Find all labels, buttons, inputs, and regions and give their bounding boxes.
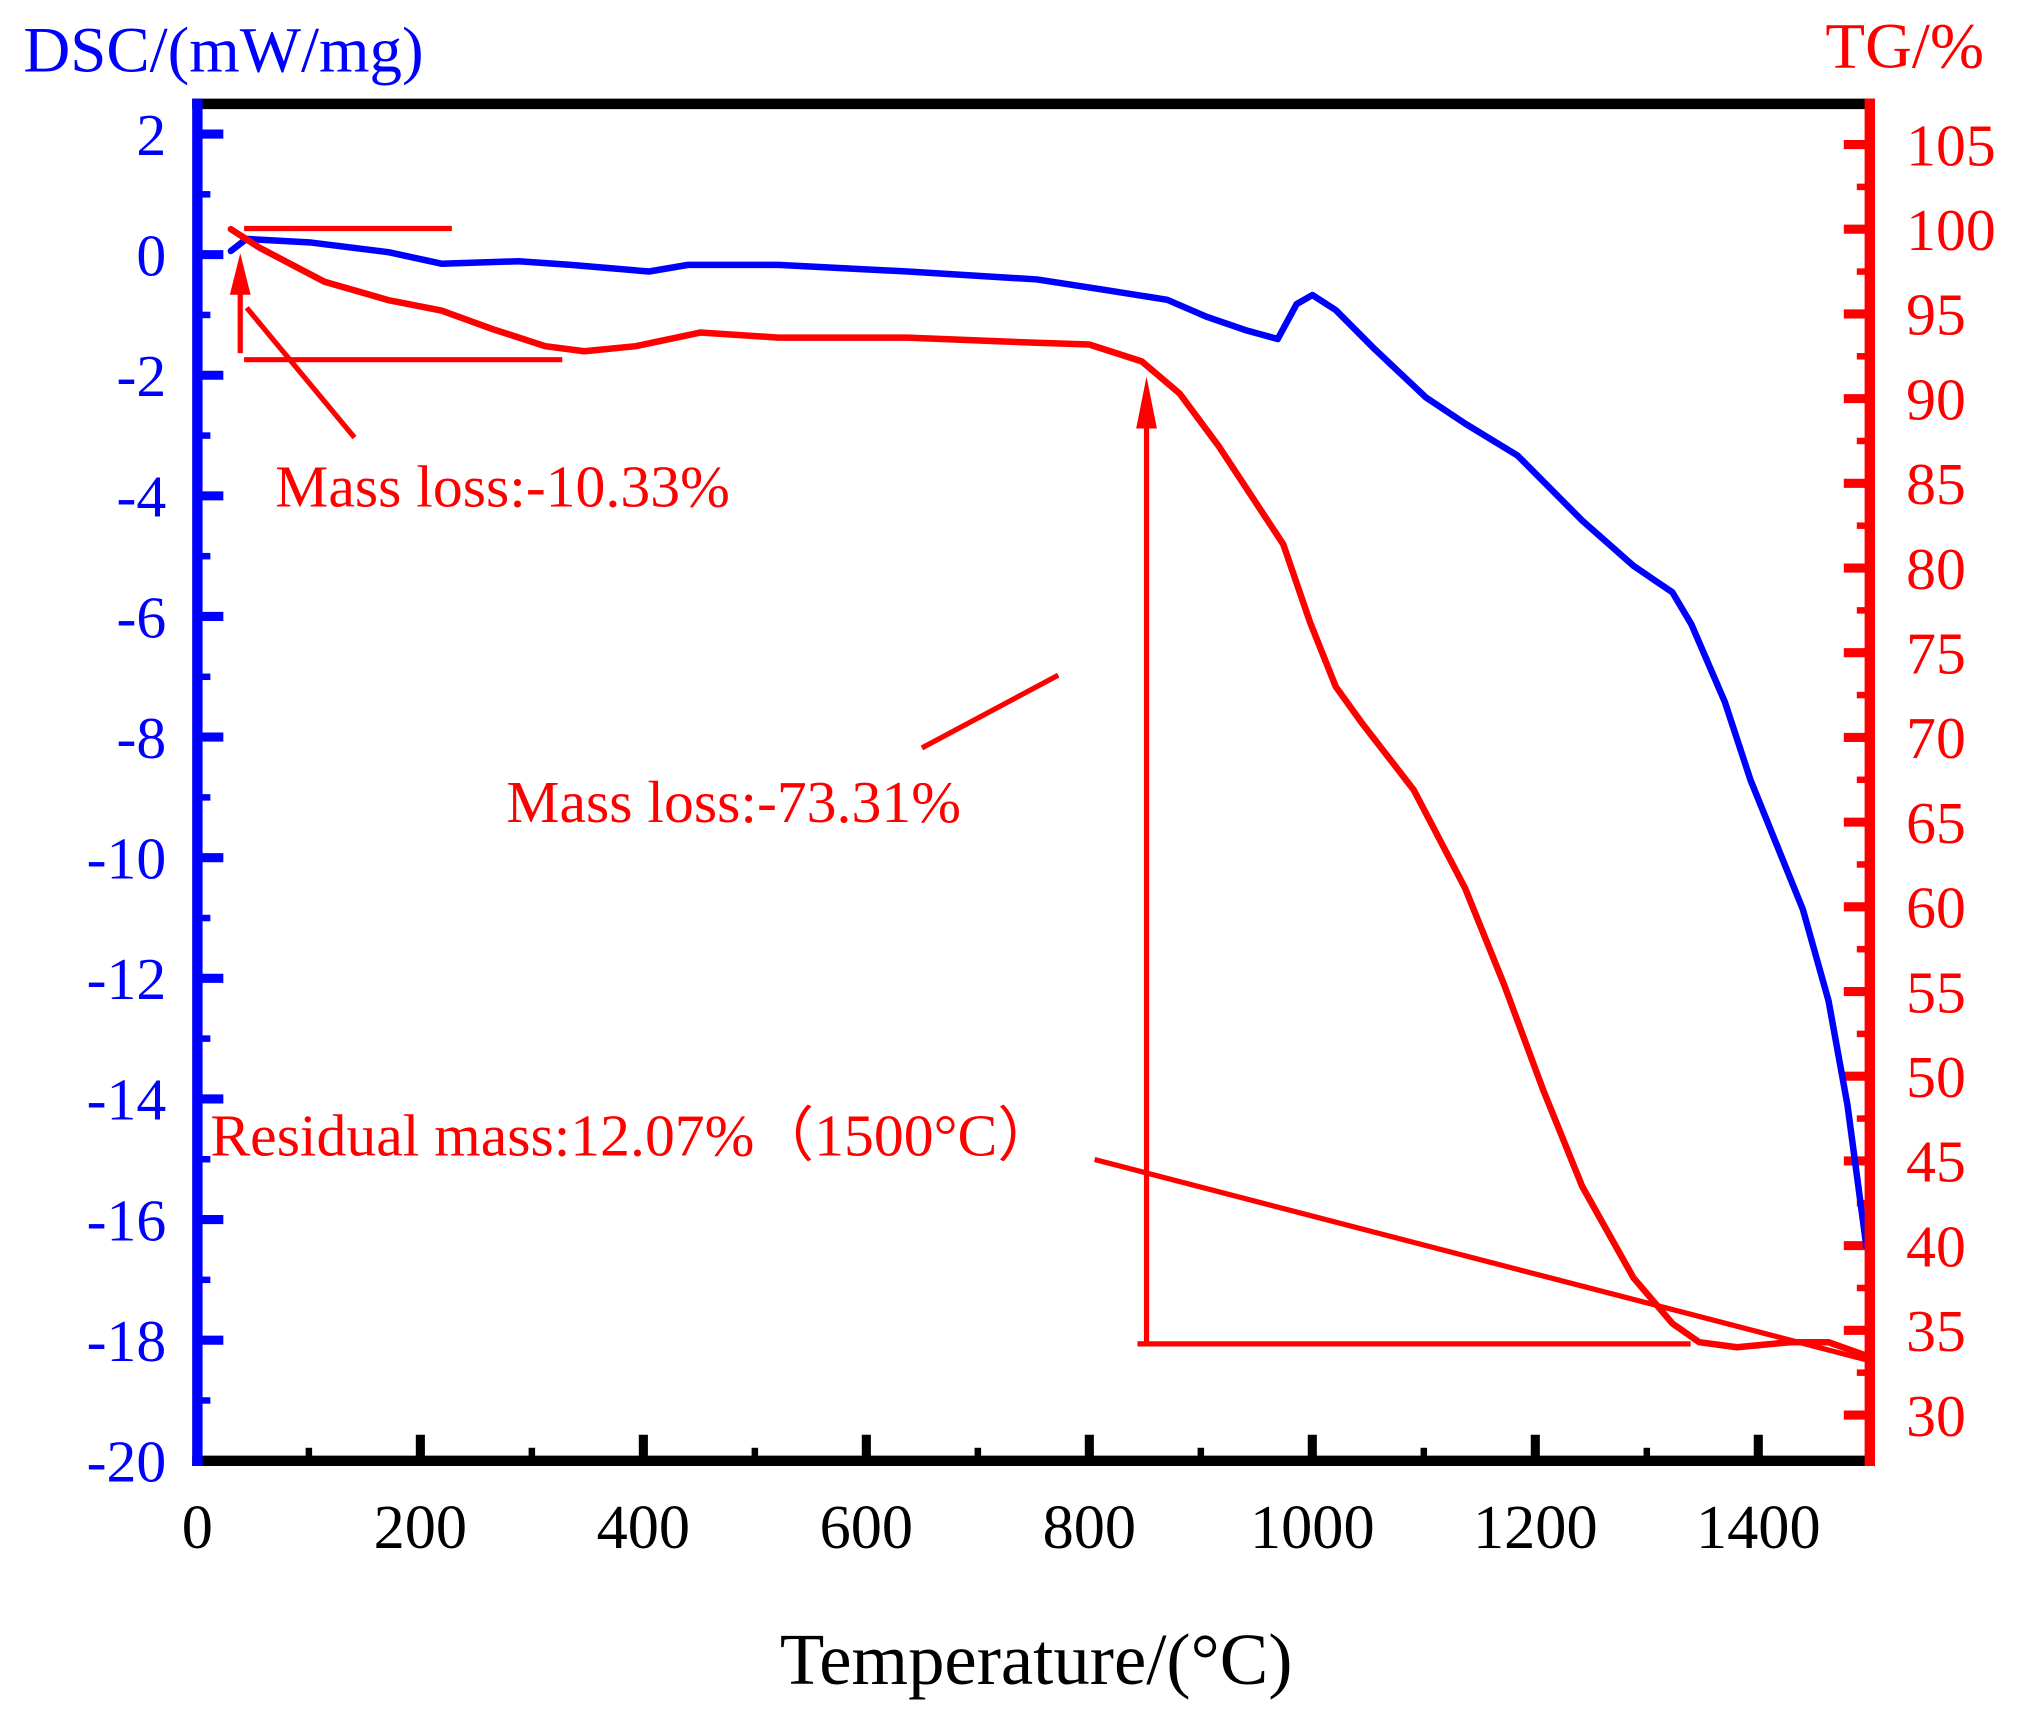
right-tick-label: 85	[1906, 451, 1966, 517]
tg-curve	[227, 225, 1870, 1359]
left-tick-label: -4	[116, 464, 166, 530]
left-tick-label: -20	[87, 1429, 167, 1495]
left-tick-label: -16	[87, 1187, 167, 1253]
right-tick-label: 75	[1906, 621, 1966, 687]
right-tick-label: 95	[1906, 282, 1966, 348]
right-tick-label: 65	[1906, 790, 1966, 856]
annotations	[229, 225, 1871, 1364]
left-axis-title: DSC/(mW/mg)	[23, 14, 423, 86]
right-tick-label: 105	[1906, 112, 1996, 178]
x-tick-label: 800	[1043, 1493, 1136, 1562]
right-tick-label: 30	[1906, 1383, 1966, 1449]
right-tick-label: 60	[1906, 875, 1966, 941]
axis-ticks	[192, 129, 1874, 1466]
x-tick-label: 1200	[1473, 1493, 1598, 1562]
annotation-leader-1	[244, 306, 357, 440]
left-tick-label: -10	[87, 825, 167, 891]
left-tick-label: 0	[136, 222, 166, 288]
left-tick-label: 2	[136, 102, 166, 168]
curves	[227, 225, 1870, 1359]
left-tick-label: -8	[116, 705, 166, 771]
left-tick-label: -2	[116, 343, 166, 409]
x-tick-label: 0	[182, 1493, 213, 1562]
left-tick-label: -14	[87, 1067, 167, 1133]
x-tick-label: 200	[374, 1493, 467, 1562]
right-tick-label: 80	[1906, 536, 1966, 602]
annotation-mass-loss-1: Mass loss:-10.33%	[275, 453, 730, 519]
right-tick-label: 35	[1906, 1298, 1966, 1364]
annotation-mass-loss-2: Mass loss:-73.31%	[506, 769, 961, 835]
x-tick-label: 1000	[1250, 1493, 1375, 1562]
arrow-up-icon	[1136, 376, 1157, 429]
tick-labels: 0 200 400 600 800 1000 1200 1400 2 0 -2 -4 -6 -8 -10 -1…	[87, 102, 1996, 1562]
right-tick-label: 55	[1906, 959, 1966, 1025]
annotation-residual-mass: Residual mass:12.07%（1500°C）	[210, 1103, 1057, 1169]
x-tick-label: 1400	[1696, 1493, 1821, 1562]
right-tick-label: 70	[1906, 705, 1966, 771]
dsc-curve	[227, 235, 1870, 1250]
left-tick-label: -18	[87, 1308, 167, 1374]
right-tick-label: 40	[1906, 1213, 1966, 1279]
right-tick-label: 100	[1906, 197, 1996, 263]
x-tick-label: 400	[597, 1493, 690, 1562]
x-tick-label: 600	[820, 1493, 913, 1562]
arrow-up-icon	[229, 253, 251, 295]
left-tick-label: -6	[116, 584, 166, 650]
left-tick-label: -12	[87, 946, 167, 1012]
right-tick-label: 45	[1906, 1129, 1966, 1195]
annotation-leader-2	[920, 672, 1060, 751]
annotation-leader-3	[1093, 1157, 1871, 1364]
x-axis-title: Temperature/(°C)	[780, 1619, 1292, 1700]
right-axis-title: TG/%	[1825, 11, 1984, 83]
right-tick-label: 50	[1906, 1044, 1966, 1110]
right-tick-label: 90	[1906, 366, 1966, 432]
